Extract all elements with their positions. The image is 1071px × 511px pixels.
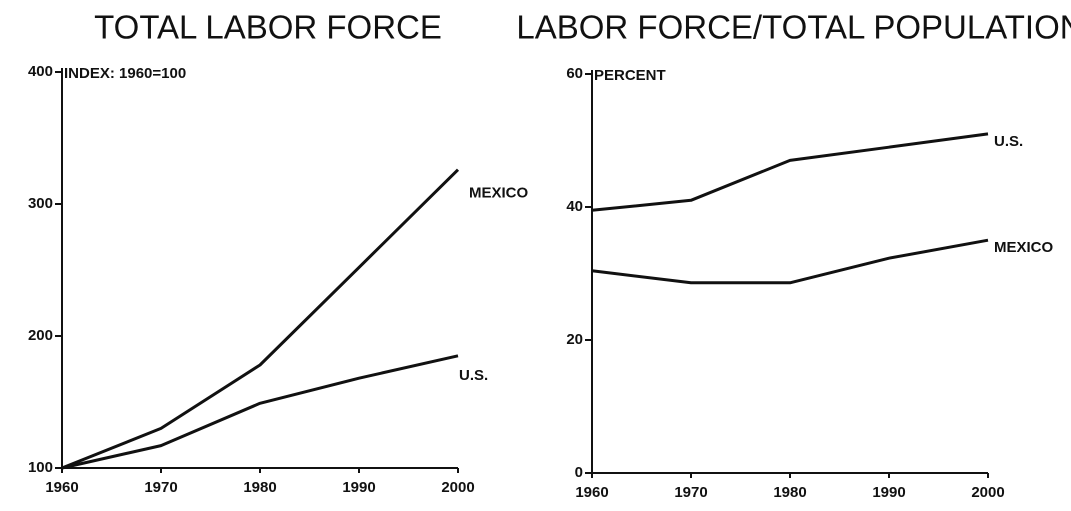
x-tick-label: 1990 — [342, 479, 375, 496]
series-label: U.S. — [994, 133, 1023, 150]
y-tick-label: 20 — [566, 331, 583, 348]
y-axis-label: INDEX: 1960=100 — [64, 65, 186, 82]
y-tick-label: 40 — [566, 198, 583, 215]
x-tick-label: 1970 — [674, 484, 707, 501]
x-tick-label: 2000 — [441, 479, 474, 496]
x-tick-label: 1990 — [872, 484, 905, 501]
y-tick-label: 300 — [28, 195, 53, 212]
y-tick-label: 100 — [28, 459, 53, 476]
y-tick-label: 60 — [566, 65, 583, 82]
series-line — [591, 132, 989, 212]
x-tick-label: 2000 — [971, 484, 1004, 501]
series-label: U.S. — [459, 367, 488, 384]
x-tick-label: 1980 — [773, 484, 806, 501]
y-tick-label: 400 — [28, 63, 53, 80]
x-tick-label: 1960 — [575, 484, 608, 501]
series-line — [591, 238, 989, 285]
x-tick-label: 1980 — [243, 479, 276, 496]
series-label: MEXICO — [469, 184, 529, 201]
chart-title: TOTAL LABOR FORCE — [94, 9, 442, 46]
chart-title: LABOR FORCE/TOTAL POPULATION — [516, 9, 1071, 46]
y-axis-label: PERCENT — [594, 67, 666, 84]
series-line — [61, 168, 460, 470]
x-tick-label: 1960 — [45, 479, 78, 496]
y-tick-label: 0 — [575, 464, 583, 481]
series-label: MEXICO — [994, 239, 1054, 256]
y-tick-label: 200 — [28, 327, 53, 344]
x-tick-label: 1970 — [144, 479, 177, 496]
series-line — [61, 354, 459, 470]
